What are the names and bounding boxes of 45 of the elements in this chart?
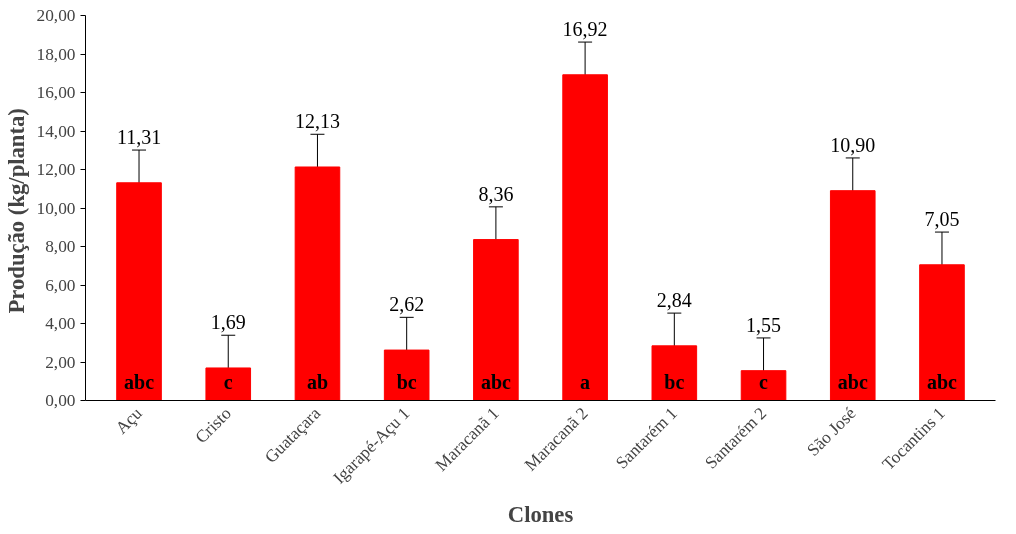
bar — [829, 190, 876, 401]
bar — [116, 182, 162, 401]
data-label: 1,69 — [210, 311, 246, 334]
y-tick-label: 14,00 — [36, 121, 76, 141]
y-tick-label: 6,00 — [45, 275, 76, 295]
bar — [294, 166, 341, 401]
annotation: abc — [837, 370, 868, 393]
data-label: 1,55 — [746, 313, 782, 336]
annotation: bc — [664, 370, 685, 393]
y-tick-label: 12,00 — [36, 160, 76, 179]
y-tick-label: 4,00 — [45, 314, 76, 333]
x-tick-label: São José — [803, 403, 860, 460]
y-axis-title: Produção (kg/planta) — [3, 108, 29, 314]
data-label: 11,31 — [116, 126, 162, 149]
data-label: 10,90 — [830, 133, 876, 156]
bar — [919, 264, 965, 401]
bar — [562, 74, 608, 401]
data-label: 7,05 — [924, 208, 960, 231]
y-tick-label: 0,00 — [45, 391, 76, 410]
y-tick-label: 10,00 — [36, 198, 76, 218]
y-tick-label: 16,00 — [36, 83, 76, 102]
data-label: 2,62 — [389, 293, 425, 316]
bar — [383, 349, 430, 401]
data-label: 8,36 — [478, 182, 514, 205]
y-tick-label: 20,00 — [36, 6, 76, 25]
x-tick-label: Açu — [111, 403, 146, 438]
x-axis-title: Clones — [507, 502, 574, 528]
bar — [740, 370, 787, 401]
annotation: abc — [480, 370, 512, 393]
annotation: abc — [124, 370, 155, 393]
data-label: 12,13 — [294, 110, 340, 133]
y-tick-label: 18,00 — [36, 44, 76, 64]
annotation: bc — [396, 370, 417, 393]
bar — [205, 367, 252, 401]
bar — [651, 345, 698, 401]
annotation: c — [759, 370, 769, 393]
annotation: c — [223, 370, 233, 393]
annotation: a — [580, 370, 591, 393]
annotation: abc — [926, 370, 958, 393]
y-tick-label: 8,00 — [45, 237, 76, 256]
bar — [473, 239, 519, 401]
y-tick-label: 2,00 — [45, 352, 76, 372]
data-label: 2,84 — [656, 289, 692, 312]
data-label: 16,92 — [562, 18, 608, 41]
annotation: ab — [306, 370, 329, 393]
